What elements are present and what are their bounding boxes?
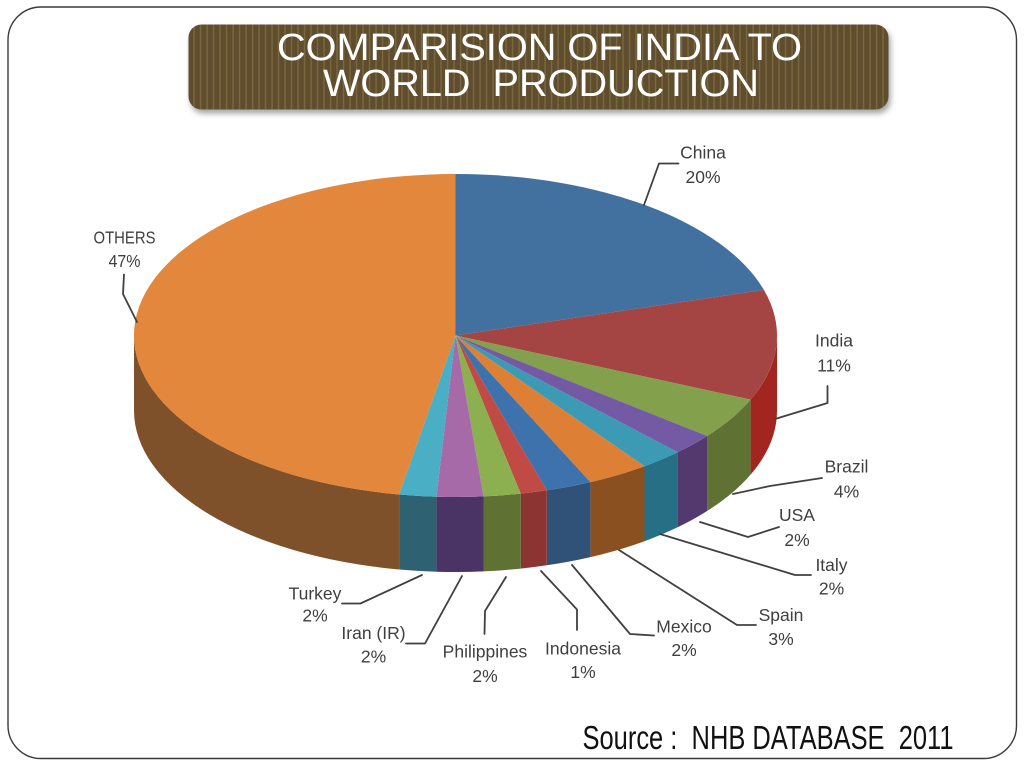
svg-text:20%: 20% [685,167,720,187]
svg-text:USA: USA [779,505,815,525]
svg-text:WORLD PRODUCTION: WORLD PRODUCTION [323,63,759,105]
svg-text:Iran (IR): Iran (IR) [341,623,405,643]
svg-text:2%: 2% [784,530,809,550]
svg-text:2%: 2% [671,640,696,660]
svg-text:Mexico: Mexico [656,617,711,637]
svg-text:OTHERS: OTHERS [94,228,156,248]
svg-text:Philippines: Philippines [443,642,528,662]
svg-text:2%: 2% [361,647,386,667]
svg-text:Spain: Spain [759,605,804,625]
svg-text:Source : NHB DATABASE 2011: Source : NHB DATABASE 2011 [583,719,954,756]
svg-text:Italy: Italy [815,555,847,575]
svg-text:2%: 2% [302,606,327,626]
svg-text:47%: 47% [109,251,141,271]
svg-text:China: China [680,143,726,163]
svg-text:Brazil: Brazil [825,457,869,477]
svg-text:2%: 2% [472,666,497,686]
svg-text:3%: 3% [768,629,793,649]
svg-text:4%: 4% [834,482,859,502]
svg-text:Indonesia: Indonesia [545,639,621,659]
svg-text:11%: 11% [817,356,851,376]
svg-text:2%: 2% [819,579,844,599]
svg-text:COMPARISION OF INDIA TO: COMPARISION OF INDIA TO [277,27,802,69]
svg-text:1%: 1% [570,662,595,682]
svg-text:India: India [815,331,853,351]
svg-text:Turkey: Turkey [289,584,342,604]
